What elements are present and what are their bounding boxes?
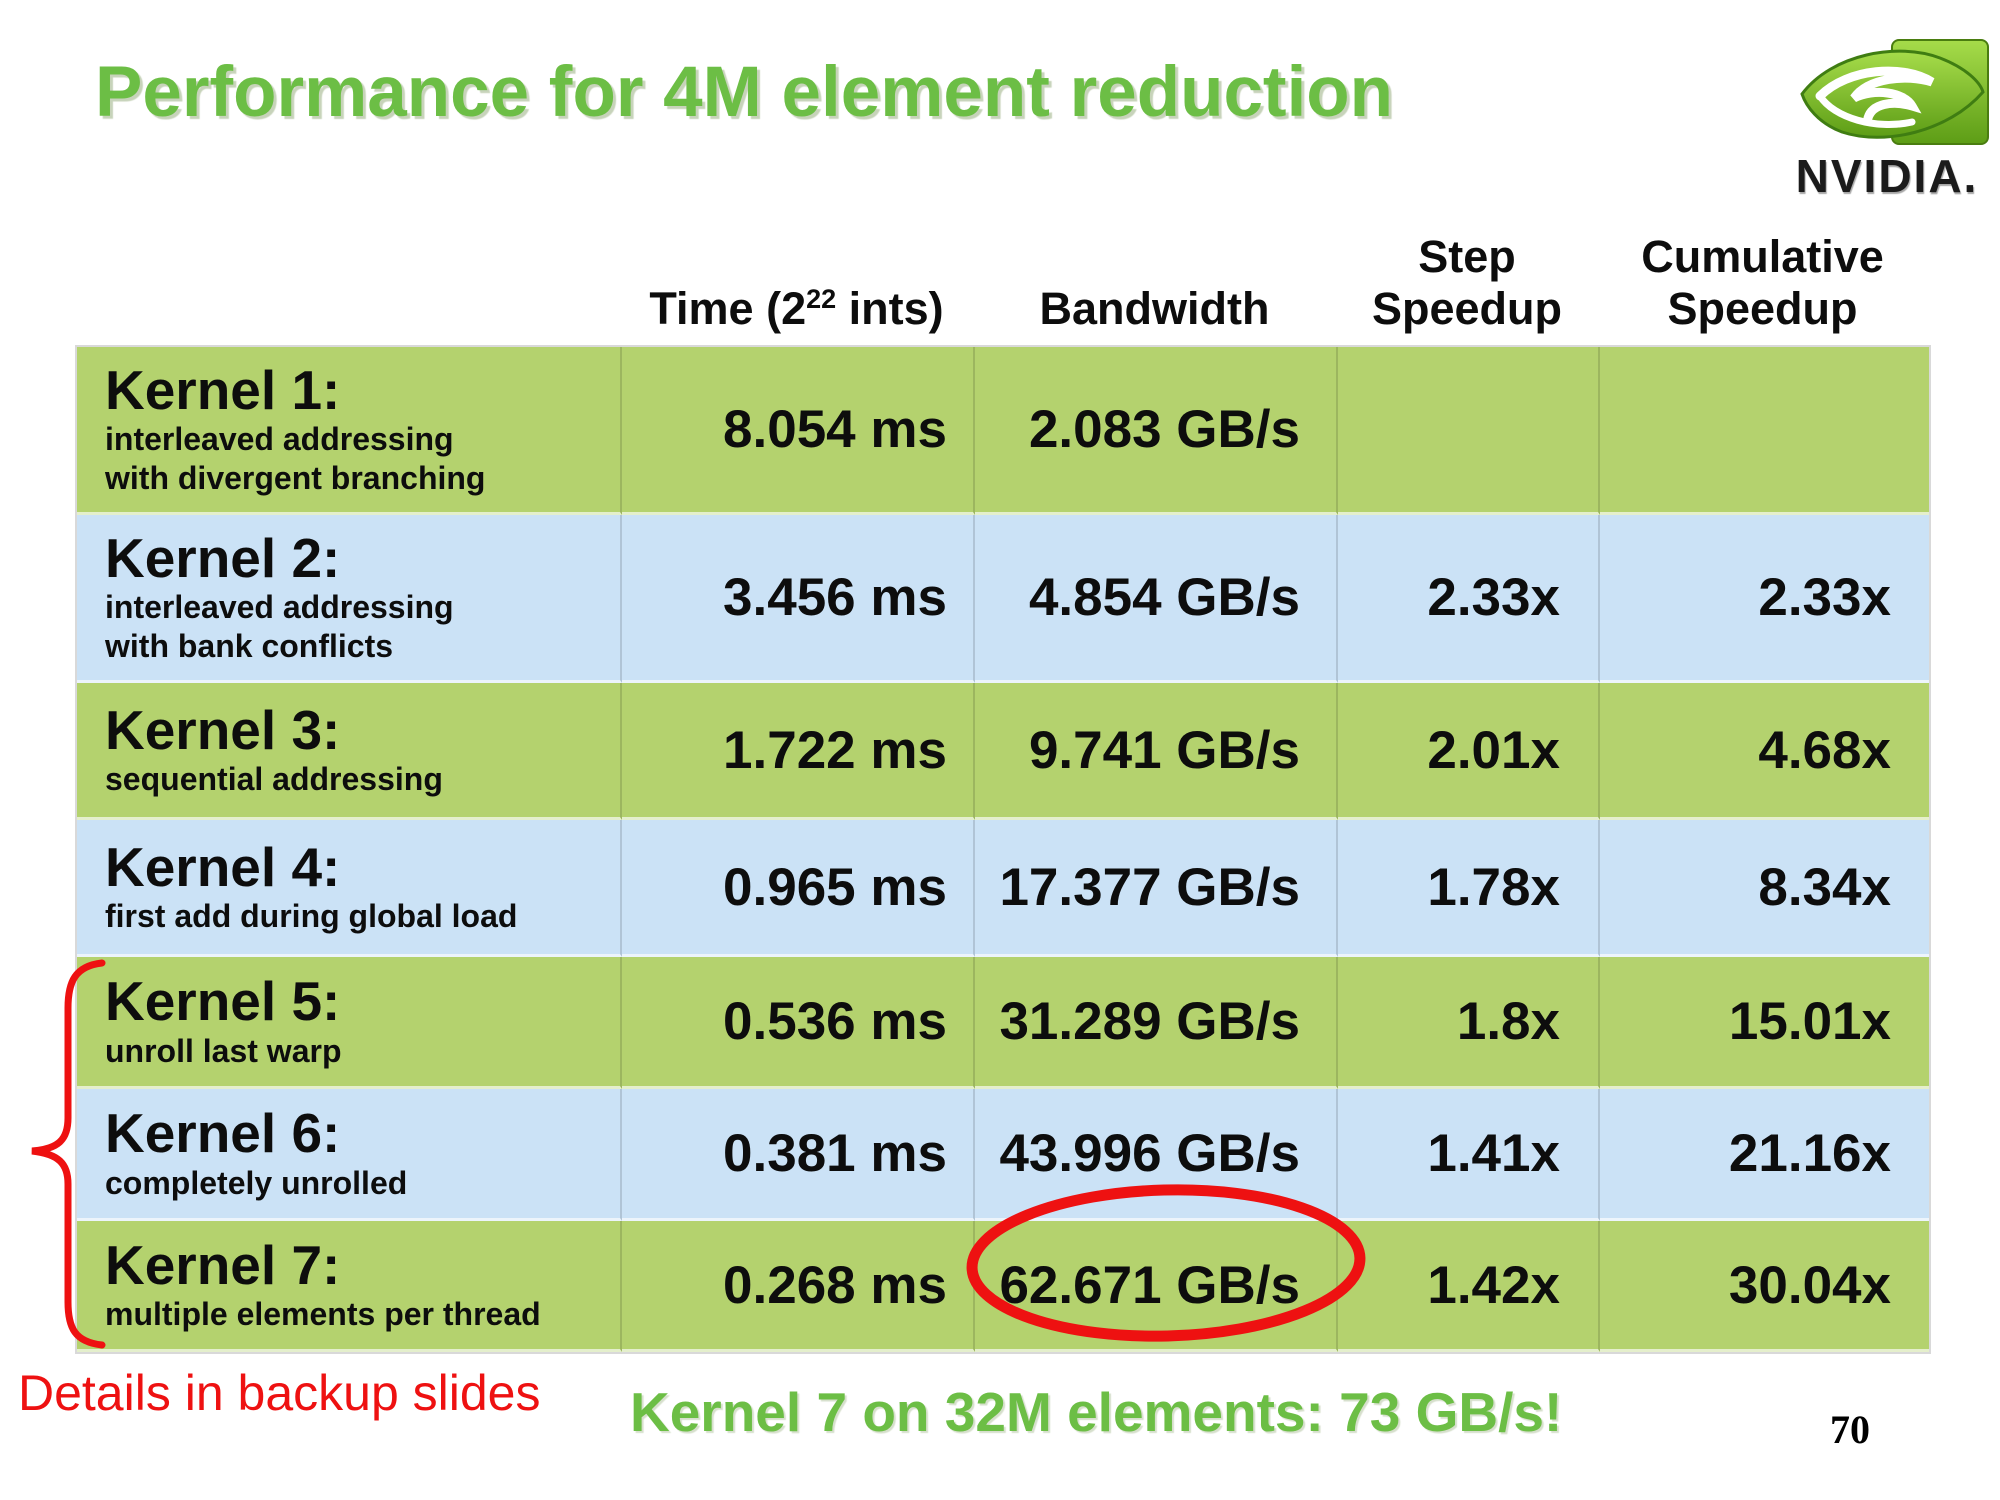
- highlight-note: Kernel 7 on 32M elements: 73 GB/s!: [630, 1381, 1563, 1443]
- step-speedup-cell: 2.01x: [1338, 683, 1600, 820]
- time-header-suffix: ints): [836, 282, 944, 334]
- kernel-description: sequential addressing: [105, 761, 443, 798]
- kernel-description: completely unrolled: [105, 1164, 408, 1201]
- cumulative-speedup-cell: 2.33x: [1600, 515, 1929, 683]
- cumulative-speedup-cell: 21.16x: [1600, 1089, 1929, 1221]
- kernel-label-cell: Kernel 6: completely unrolled: [77, 1089, 622, 1221]
- cumulative-speedup-cell: 30.04x: [1600, 1221, 1929, 1352]
- kernel-name: Kernel 1:: [105, 358, 341, 421]
- cumulative-speedup-cell: 8.34x: [1600, 820, 1929, 957]
- step-speedup-cell: 2.33x: [1338, 515, 1600, 683]
- col-header-bandwidth: Bandwidth: [1039, 282, 1270, 334]
- kernel-name: Kernel 5:: [105, 970, 341, 1033]
- kernel-description: with bank conflicts: [105, 628, 394, 665]
- time-header-exponent: 22: [806, 283, 837, 314]
- time-header-text: Time (2: [649, 282, 807, 334]
- time-cell: 0.268 ms: [622, 1221, 975, 1352]
- kernel-label-cell: Kernel 3: sequential addressing: [77, 683, 622, 820]
- kernel-name: Kernel 3:: [105, 698, 341, 761]
- kernel-description: unroll last warp: [105, 1032, 342, 1069]
- nvidia-wordmark: NVIDIA.: [1795, 150, 1979, 202]
- kernel-description: interleaved addressing: [105, 421, 454, 458]
- kernel-label-cell: Kernel 5: unroll last warp: [77, 957, 622, 1089]
- kernel-label-cell: Kernel 1: interleaved addressing with dive…: [77, 347, 622, 515]
- time-cell: 0.965 ms: [622, 820, 975, 957]
- kernel-name: Kernel 6:: [105, 1102, 341, 1165]
- time-cell: 1.722 ms: [622, 683, 975, 820]
- step-speedup-cell: [1338, 347, 1600, 515]
- col-header-step-speedup: Step Speedup: [1371, 230, 1563, 334]
- time-cell: 0.536 ms: [622, 957, 975, 1089]
- step-speedup-cell: 1.41x: [1338, 1089, 1600, 1221]
- nvidia-eye-icon: [1799, 39, 1989, 145]
- cumulative-speedup-cell: 4.68x: [1600, 683, 1929, 820]
- bandwidth-cell: 9.741 GB/s: [975, 683, 1338, 820]
- time-cell: 0.381 ms: [622, 1089, 975, 1221]
- col-header-time: Time (222 ints): [620, 185, 973, 345]
- page-number: 70: [1830, 1407, 1870, 1452]
- slide-title: Performance for 4M element reduction: [95, 53, 1394, 132]
- backup-note: Details in backup slides: [18, 1365, 541, 1421]
- bandwidth-cell: 4.854 GB/s: [975, 515, 1338, 683]
- step-speedup-cell: 1.78x: [1338, 820, 1600, 957]
- kernel-name: Kernel 7:: [105, 1233, 341, 1296]
- bandwidth-cell: 62.671 GB/s: [975, 1221, 1338, 1352]
- kernel-group-brace: [31, 959, 106, 1349]
- kernel-label-cell: Kernel 7: multiple elements per thread: [77, 1221, 622, 1352]
- time-cell: 3.456 ms: [622, 515, 975, 683]
- col-header-cumulative-speedup: Cumulative Speedup: [1641, 230, 1884, 334]
- step-speedup-cell: 1.8x: [1338, 957, 1600, 1089]
- kernel-description: interleaved addressing: [105, 589, 454, 626]
- nvidia-logo: NVIDIA.: [1778, 34, 1996, 199]
- kernel-name: Kernel 4:: [105, 835, 341, 898]
- cumulative-speedup-cell: [1600, 347, 1929, 515]
- bandwidth-cell: 31.289 GB/s: [975, 957, 1338, 1089]
- step-speedup-cell: 1.42x: [1338, 1221, 1600, 1352]
- kernel-label-cell: Kernel 4: first add during global load: [77, 820, 622, 957]
- kernel-name: Kernel 2:: [105, 526, 341, 589]
- table-body: Kernel 1: interleaved addressing with dive…: [75, 345, 1931, 1354]
- kernel-description: multiple elements per thread: [105, 1296, 541, 1333]
- time-cell: 8.054 ms: [622, 347, 975, 515]
- kernel-description: first add during global load: [105, 898, 518, 935]
- bandwidth-cell: 17.377 GB/s: [975, 820, 1338, 957]
- table-header: Time (222 ints) Bandwidth Step Speedup C…: [75, 185, 1927, 345]
- kernel-description: with divergent branching: [105, 460, 486, 497]
- highlight-ellipse: [966, 1184, 1366, 1342]
- bandwidth-cell: 2.083 GB/s: [975, 347, 1338, 515]
- kernel-label-cell: Kernel 2: interleaved addressing with bank…: [77, 515, 622, 683]
- cumulative-speedup-cell: 15.01x: [1600, 957, 1929, 1089]
- col-header-kernel: [75, 185, 620, 345]
